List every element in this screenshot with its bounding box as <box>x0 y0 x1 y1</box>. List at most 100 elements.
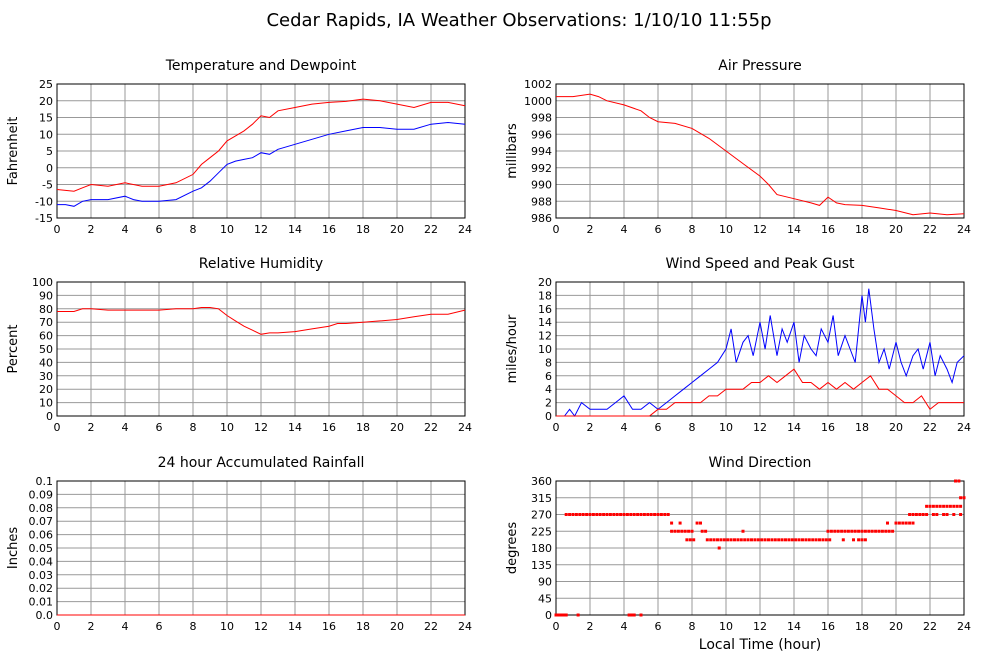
y-tick-label: 2 <box>545 397 552 410</box>
y-tick-label: 0.01 <box>29 596 54 609</box>
plot-frame <box>555 480 965 616</box>
data-point <box>884 529 888 533</box>
data-point <box>860 529 864 533</box>
x-tick-label: 18 <box>855 223 869 236</box>
x-tick-label: 16 <box>821 421 835 434</box>
data-point <box>646 513 650 516</box>
data-point <box>797 538 801 542</box>
x-tick-label: 22 <box>923 223 937 236</box>
data-point <box>911 521 915 525</box>
x-tick-label: 22 <box>424 620 438 633</box>
data-point <box>608 513 612 516</box>
y-tick-label: 180 <box>531 542 552 555</box>
y-axis-label: miles/hour <box>505 314 520 383</box>
x-tick-label: 2 <box>88 421 95 434</box>
chart-title: Wind Direction <box>709 455 812 471</box>
data-point <box>867 529 871 533</box>
y-tick-label: 992 <box>531 162 552 175</box>
data-point <box>784 538 787 542</box>
x-tick-label: 20 <box>390 620 404 633</box>
data-point <box>632 513 636 516</box>
x-tick-label: 12 <box>254 620 268 633</box>
data-point <box>639 613 643 617</box>
data-point <box>741 529 745 533</box>
y-tick-label: 360 <box>531 475 552 488</box>
data-point <box>777 538 781 542</box>
data-point <box>886 521 889 525</box>
x-tick-label: 2 <box>88 223 95 236</box>
x-tick-label: 16 <box>821 223 835 236</box>
x-tick-label: 16 <box>322 421 336 434</box>
data-point <box>699 521 702 525</box>
x-tick-label: 14 <box>787 223 801 236</box>
y-tick-label: 10 <box>39 397 53 410</box>
data-point <box>877 529 881 533</box>
data-point <box>743 538 747 542</box>
data-point <box>801 538 804 542</box>
chart-title: Wind Speed and Peak Gust <box>666 256 855 272</box>
data-point <box>880 529 884 533</box>
x-tick-label: 8 <box>190 223 197 236</box>
data-point <box>911 513 915 516</box>
data-point <box>908 521 912 525</box>
data-point <box>649 513 653 516</box>
data-point <box>904 521 908 525</box>
x-tick-label: 12 <box>254 421 268 434</box>
data-point <box>857 529 861 533</box>
y-axis-label: Inches <box>6 527 21 569</box>
data-point <box>860 538 864 542</box>
page-title: Cedar Rapids, IA Weather Observations: 1… <box>266 10 771 31</box>
data-point <box>794 538 798 542</box>
y-tick-label: 14 <box>538 316 552 329</box>
x-tick-label: 10 <box>220 421 234 434</box>
y-tick-label: 70 <box>39 316 53 329</box>
data-point <box>663 513 667 516</box>
y-tick-label: 80 <box>39 303 53 316</box>
data-point <box>935 513 939 516</box>
data-point <box>670 521 674 525</box>
x-tick-label: 16 <box>322 620 336 633</box>
y-tick-label: 0.06 <box>29 529 54 542</box>
x-tick-label: 20 <box>889 421 903 434</box>
data-point <box>807 538 811 542</box>
data-point <box>709 538 713 542</box>
data-point <box>561 613 565 617</box>
x-tick-label: 10 <box>220 223 234 236</box>
y-tick-label: 0.1 <box>36 475 54 488</box>
data-point <box>852 538 855 542</box>
y-tick-label: 1000 <box>524 95 552 108</box>
x-tick-label: 2 <box>587 421 594 434</box>
x-tick-label: 24 <box>458 223 472 236</box>
data-point <box>712 538 716 542</box>
x-tick-label: 10 <box>719 421 733 434</box>
data-point <box>850 529 854 533</box>
data-point <box>588 513 592 516</box>
data-point <box>690 529 694 533</box>
x-tick-label: 4 <box>122 620 129 633</box>
chart-title: 24 hour Accumulated Rainfall <box>158 455 365 471</box>
data-point <box>642 513 646 516</box>
data-point <box>719 538 723 542</box>
data-point <box>918 513 922 516</box>
x-tick-label: 14 <box>787 421 801 434</box>
data-point <box>959 496 963 500</box>
x-tick-label: 24 <box>458 421 472 434</box>
data-point <box>901 521 905 525</box>
data-point <box>622 513 626 516</box>
x-tick-label: 8 <box>689 620 696 633</box>
data-point <box>948 504 952 508</box>
data-point <box>557 613 561 617</box>
x-tick-label: 18 <box>855 421 869 434</box>
y-tick-label: 0.08 <box>29 502 54 515</box>
data-point <box>653 513 657 516</box>
data-point <box>656 513 660 516</box>
x-tick-label: 12 <box>254 223 268 236</box>
y-tick-label: 0 <box>46 162 53 175</box>
y-tick-label: 0.09 <box>29 488 54 501</box>
data-point <box>670 529 674 533</box>
y-tick-label: 25 <box>39 78 53 91</box>
series-line-0 <box>56 98 466 192</box>
data-point <box>717 546 721 550</box>
